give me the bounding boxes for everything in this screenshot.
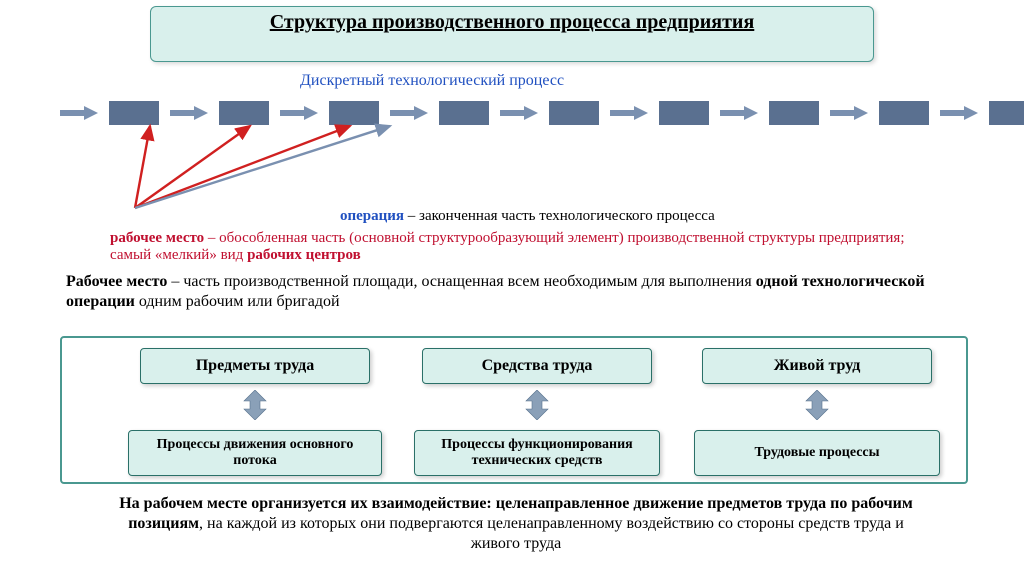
flow-step-box [328,100,380,126]
double-arrow-icon [524,390,550,420]
flow-step-box [548,100,600,126]
title-text: Структура производственного процесса пре… [151,11,873,34]
process-box: Процессы функционирования технических ср… [414,430,660,476]
resource-box: Средства труда [422,348,652,384]
resource-box: Предметы труда [140,348,370,384]
footer-text: На рабочем месте организуется их взаимод… [116,494,916,553]
operation-rest: – законченная часть технологического про… [404,208,715,224]
workplace-keyword: рабочее место [110,230,204,246]
flow-step-box [988,100,1024,126]
operation-keyword: операция [340,208,404,224]
bottom-frame: Предметы труда Средства труда Живой труд Пр… [60,336,968,484]
pointer-arrows [60,120,980,210]
flow-arrow-icon [390,106,428,120]
workplace-red-def: рабочее место – обособленная часть (осно… [110,230,930,264]
work-centers: рабочих центров [247,247,361,263]
double-arrow-icon [242,390,268,420]
workplace-def-mid: – часть производственной площади, оснаще… [167,273,755,290]
flow-arrow-icon [940,106,978,120]
workplace-def-kw: Рабочее место [66,273,167,290]
subtitle: Дискретный технологический процесс [300,72,564,90]
flow-arrow-icon [280,106,318,120]
flow-step-box [218,100,270,126]
flow-arrow-icon [830,106,868,120]
flow-step-box [878,100,930,126]
double-arrow-icon [804,390,830,420]
flow-arrow-icon [500,106,538,120]
flow-step-box [108,100,160,126]
flow-step-box [768,100,820,126]
process-box: Трудовые процессы [694,430,940,476]
process-box: Процессы движения основного потока [128,430,382,476]
operation-definition: операция – законченная часть технологиче… [340,208,715,225]
flow-step-box [658,100,710,126]
workplace-definition: Рабочее место – часть производственной п… [66,272,966,313]
flow-arrow-icon [170,106,208,120]
workplace-def-end: одним рабочим или бригадой [135,293,340,310]
flow-step-box [438,100,490,126]
flow-arrow-icon [610,106,648,120]
flow-arrow-icon [720,106,758,120]
footer-rest: , на каждой из которых они подвергаются … [199,515,904,552]
process-flow [60,96,980,132]
workplace-mid: – обособленная часть (основной структуро… [110,230,905,263]
flow-arrow-icon [60,106,98,120]
resource-box: Живой труд [702,348,932,384]
title-box: Структура производственного процесса пре… [150,6,874,62]
